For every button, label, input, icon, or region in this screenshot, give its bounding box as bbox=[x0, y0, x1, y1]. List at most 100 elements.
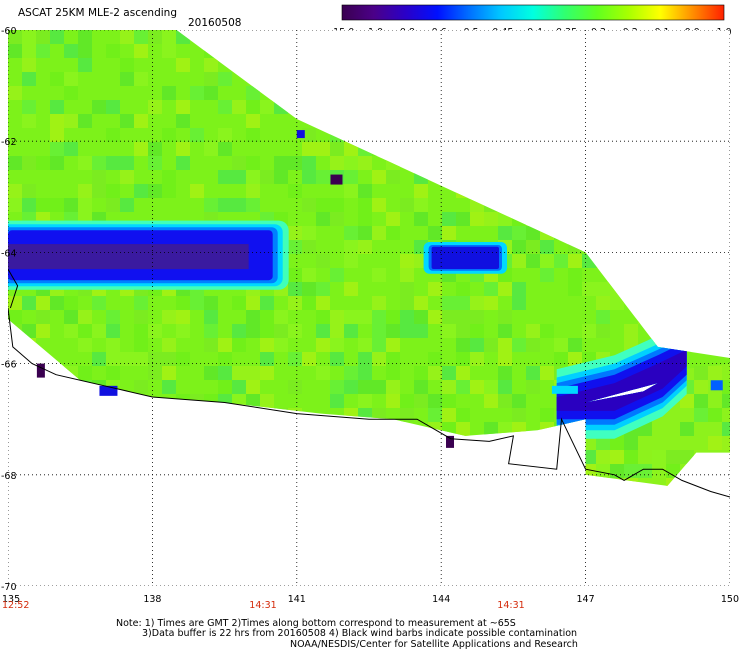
swath-cell bbox=[134, 72, 148, 86]
blue-spot-east bbox=[710, 380, 723, 391]
swath-cell bbox=[540, 268, 554, 282]
coastline-path bbox=[8, 307, 730, 498]
swath-cell bbox=[218, 198, 232, 212]
swath-cell bbox=[260, 352, 274, 366]
swath-cell bbox=[680, 422, 694, 436]
swath-cell bbox=[428, 352, 442, 366]
swath-cell bbox=[120, 156, 134, 170]
swath-cell bbox=[456, 338, 470, 352]
swath-cell bbox=[218, 100, 232, 114]
swath-cell bbox=[442, 226, 456, 240]
swath-cell bbox=[22, 184, 36, 198]
swath-cell bbox=[246, 184, 260, 198]
swath-cell bbox=[456, 408, 470, 422]
swath-cell bbox=[358, 212, 372, 226]
swath-cell bbox=[302, 352, 316, 366]
colorbar-bar bbox=[341, 4, 725, 21]
swath-cell bbox=[218, 366, 232, 380]
swath-cell bbox=[78, 156, 92, 170]
swath-cell bbox=[106, 100, 120, 114]
swath-cell bbox=[246, 100, 260, 114]
swath-cell bbox=[148, 100, 162, 114]
swath-cell bbox=[400, 324, 414, 338]
swath-cell bbox=[162, 30, 176, 44]
swath-cell bbox=[260, 366, 274, 380]
swath-cell bbox=[484, 422, 498, 436]
swath-cell bbox=[358, 310, 372, 324]
swath-cell bbox=[456, 310, 470, 324]
dark-spot-sw bbox=[36, 363, 45, 378]
swath-cell bbox=[582, 282, 596, 296]
swath-cell bbox=[176, 296, 190, 310]
swath-cell bbox=[344, 226, 358, 240]
swath-cell bbox=[148, 184, 162, 198]
swath-cell bbox=[218, 352, 232, 366]
swath-cell bbox=[64, 310, 78, 324]
swath-cell bbox=[302, 156, 316, 170]
swath-cell bbox=[358, 198, 372, 212]
swath-cell bbox=[456, 296, 470, 310]
swath-cell bbox=[162, 170, 176, 184]
swath-cell bbox=[358, 156, 372, 170]
swath-cell bbox=[442, 394, 456, 408]
swath-cell bbox=[302, 268, 316, 282]
swath-cell bbox=[148, 352, 162, 366]
swath-cell bbox=[78, 324, 92, 338]
swath-cell bbox=[344, 310, 358, 324]
swath-cell bbox=[414, 394, 428, 408]
swath-cell bbox=[330, 394, 344, 408]
swath-cell bbox=[8, 184, 22, 198]
swath-cell bbox=[36, 324, 50, 338]
swath-cell bbox=[540, 408, 554, 422]
swath-cell bbox=[596, 310, 610, 324]
swath-cell bbox=[78, 338, 92, 352]
swath-cell bbox=[372, 268, 386, 282]
swath-cell bbox=[246, 324, 260, 338]
swath-cell bbox=[8, 198, 22, 212]
swath-cell bbox=[134, 184, 148, 198]
swath-cell bbox=[134, 338, 148, 352]
swath-cell bbox=[260, 170, 274, 184]
swath-cell bbox=[540, 254, 554, 268]
footer-credit: NOAA/NESDIS/Center for Satellite Applica… bbox=[290, 639, 578, 650]
swath-cell bbox=[8, 86, 22, 100]
swath-cell bbox=[652, 464, 666, 478]
swath-cell bbox=[134, 310, 148, 324]
swath-cell bbox=[162, 128, 176, 142]
swath-cell bbox=[316, 338, 330, 352]
swath-cell bbox=[204, 142, 218, 156]
swath-cell bbox=[246, 86, 260, 100]
swath-cell bbox=[400, 408, 414, 422]
swath-cell bbox=[330, 212, 344, 226]
swath-cell bbox=[134, 352, 148, 366]
swath-cell bbox=[302, 128, 316, 142]
y-tick-label: -62 bbox=[1, 137, 17, 148]
swath-cell bbox=[22, 114, 36, 128]
swath-cell bbox=[540, 240, 554, 254]
swath-cell bbox=[288, 296, 302, 310]
swath-cell bbox=[484, 338, 498, 352]
swath-cell bbox=[456, 422, 470, 436]
swath-cell bbox=[232, 324, 246, 338]
swath-cell bbox=[400, 394, 414, 408]
swath-cell bbox=[344, 170, 358, 184]
swath-cell bbox=[274, 310, 288, 324]
swath-cell bbox=[386, 338, 400, 352]
swath-cell bbox=[414, 366, 428, 380]
swath-cell bbox=[344, 324, 358, 338]
swath-cell bbox=[162, 380, 176, 394]
swath-cell bbox=[358, 394, 372, 408]
low-band-west-core bbox=[8, 244, 249, 270]
swath-cell bbox=[106, 184, 120, 198]
swath-cell bbox=[148, 142, 162, 156]
swath-cell bbox=[190, 128, 204, 142]
swath-cell bbox=[498, 352, 512, 366]
swath-cell bbox=[316, 142, 330, 156]
footer-note-2: 3)Data buffer is 22 hrs from 20160508 4)… bbox=[142, 628, 577, 639]
swath-cell bbox=[554, 352, 568, 366]
swath-cell bbox=[8, 296, 22, 310]
swath-cell bbox=[162, 86, 176, 100]
swath-cell bbox=[78, 114, 92, 128]
swath-cell bbox=[50, 296, 64, 310]
swath-cell bbox=[358, 366, 372, 380]
